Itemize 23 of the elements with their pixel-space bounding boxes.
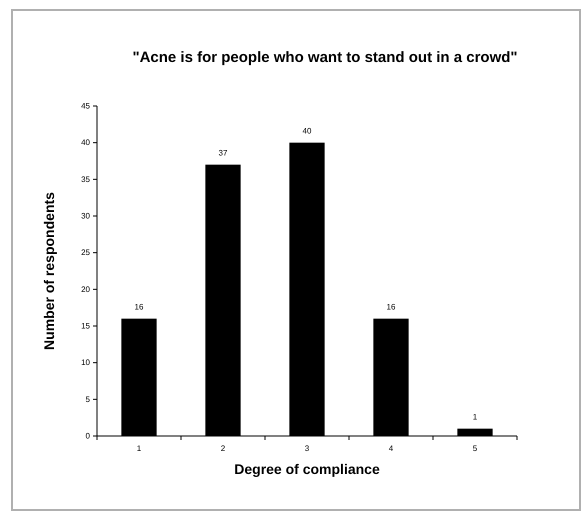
y-tick-label: 0 [86,432,91,441]
data-label: 16 [386,302,396,312]
y-axis-title: Number of respondents [41,192,57,350]
x-axis-title: Degree of compliance [234,461,380,477]
data-label: 40 [302,126,312,136]
y-tick-label: 35 [81,174,91,184]
y-tick-label: 10 [81,358,91,368]
chart-title: "Acne is for people who want to stand out in a crowd" [132,49,518,66]
x-tick-label: 1 [136,444,142,453]
data-label: 37 [218,148,228,158]
y-tick-label: 30 [81,212,91,221]
data-label: 16 [134,302,144,312]
y-tick-label: 40 [81,138,91,148]
y-tick-label: 25 [81,248,91,258]
x-tick-label: 2 [220,444,226,453]
y-tick-label: 15 [81,322,91,331]
data-label: 1 [472,412,478,422]
x-tick-label: 3 [304,444,310,453]
y-tick-label: 45 [81,102,91,111]
y-tick-label: 20 [81,284,91,294]
x-tick-label: 5 [472,444,478,453]
x-tick-label: 4 [388,444,394,453]
y-tick-label: 5 [86,394,91,404]
